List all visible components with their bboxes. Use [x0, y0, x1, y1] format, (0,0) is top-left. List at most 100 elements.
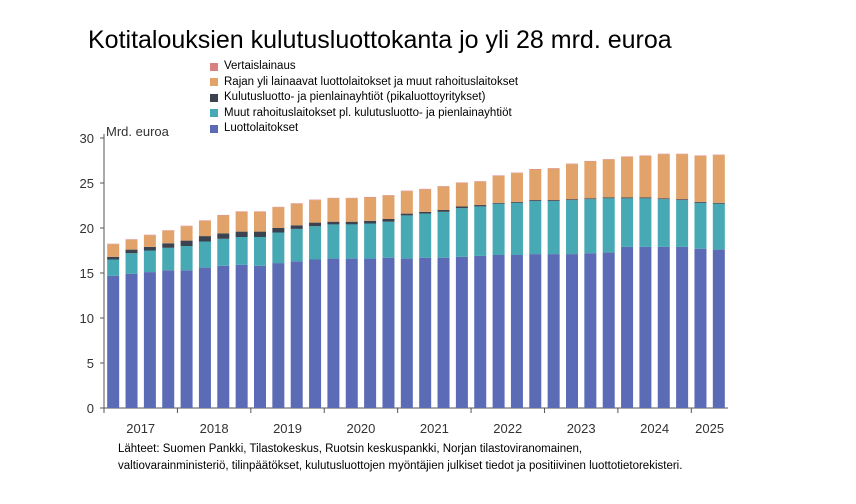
bar-segment-4: [217, 215, 230, 234]
bar-segment-1: [382, 257, 395, 408]
bar-segment-1: [602, 252, 615, 408]
bar-segment-3: [345, 221, 358, 225]
bar-segment-2: [639, 198, 652, 247]
bar-segment-2: [125, 253, 138, 274]
bar-segment-3: [584, 198, 597, 200]
bar-segment-1: [125, 273, 138, 408]
bar-segment-1: [510, 255, 523, 408]
bar-segment-4: [437, 186, 450, 210]
bar-segment-3: [676, 199, 689, 201]
bar-segment-2: [272, 232, 285, 264]
bar-segment-1: [455, 256, 468, 408]
legend-swatch: [210, 78, 218, 87]
bar-segment-4: [492, 175, 505, 203]
bar-segment-1: [180, 270, 193, 408]
bar-segment-1: [345, 258, 358, 408]
bar-segment-3: [529, 200, 542, 201]
bar-segment-3: [107, 256, 120, 260]
bar-segment-2: [566, 200, 578, 255]
bar-segment-4: [676, 154, 689, 200]
legend-item: Rajan yli lainaavat luottolaitokset ja m…: [210, 75, 518, 91]
legend-label: Rajan yli lainaavat luottolaitokset ja m…: [224, 75, 519, 88]
bar-segment-3: [547, 200, 560, 201]
bar-segment-4: [235, 211, 248, 232]
legend-label: Vertaislainaus: [224, 60, 296, 73]
bar-segment-1: [327, 258, 340, 408]
bar-segment-2: [621, 198, 634, 247]
chart-title: Kotitalouksien kulutusluottokanta jo yli…: [88, 26, 672, 54]
bar-segment-2: [455, 208, 468, 257]
bar-segment-4: [364, 197, 377, 221]
legend-label: Luottolaitokset: [224, 122, 299, 135]
bar-segment-4: [529, 169, 542, 201]
bar-segment-1: [309, 259, 322, 408]
bar-segment-4: [143, 235, 156, 247]
bar-segment-3: [400, 213, 413, 216]
x-tick-label: 2021: [420, 421, 449, 436]
legend-item: Muut rahoituslaitokset pl. kulutusluotto…: [210, 106, 518, 122]
bar-segment-3: [657, 198, 670, 200]
bar-segment-4: [694, 156, 707, 202]
chart-legend: Vertaislainaus Rajan yli lainaavat luotto…: [210, 59, 518, 137]
bar-segment-1: [437, 257, 450, 408]
bar-segment-3: [382, 219, 395, 222]
source-line-1: Lähteet: Suomen Pankki, Tilastokeskus, R…: [118, 443, 583, 455]
bar-segment-4: [345, 198, 358, 222]
bar-segment-2: [143, 250, 156, 273]
bar-segment-1: [657, 246, 670, 408]
bar-segment-3: [437, 210, 450, 212]
bar-segment-4: [419, 189, 432, 212]
x-tick-label: 2017: [126, 421, 155, 436]
bar-segment-4: [400, 191, 413, 214]
bar-segment-2: [364, 223, 377, 259]
bar-segment-4: [584, 161, 597, 199]
bar-segment-2: [254, 237, 266, 266]
bar-segment-2: [400, 215, 413, 259]
bar-segment-3: [272, 228, 285, 233]
bar-segment-2: [547, 201, 560, 255]
bar-segment-4: [657, 154, 670, 199]
x-tick-label: 2018: [200, 421, 229, 436]
bar-segment-1: [419, 257, 432, 408]
bar-segment-3: [602, 197, 615, 199]
bar-segment-2: [180, 246, 193, 271]
legend-label: Muut rahoituslaitokset pl. kulutusluotto…: [224, 106, 512, 119]
bar-segment-1: [621, 246, 634, 408]
bar-segment-1: [474, 255, 487, 408]
bar-segment-3: [143, 246, 156, 251]
bar-segment-3: [125, 249, 138, 254]
bar-segment-3: [180, 240, 193, 246]
bar-segment-2: [529, 201, 542, 255]
bar-segment-4: [162, 230, 175, 244]
source-note: Lähteet: Suomen Pankki, Tilastokeskus, R…: [118, 441, 682, 475]
bar-segment-1: [712, 249, 725, 408]
bar-segment-2: [162, 247, 175, 271]
y-tick-label: 20: [80, 221, 94, 236]
bar-segment-2: [345, 224, 358, 259]
bar-segment-1: [364, 258, 377, 408]
bar-segment-3: [217, 233, 230, 239]
x-tick-label: 2020: [346, 421, 375, 436]
bar-segment-2: [217, 238, 230, 266]
y-tick-label: 25: [80, 176, 94, 191]
bar-segment-1: [162, 270, 175, 408]
legend-item: Kulutusluotto- ja pienlainayhtiöt (pikal…: [210, 90, 518, 106]
bar-segment-4: [474, 181, 487, 206]
bar-segment-1: [676, 246, 689, 408]
y-tick-label: 5: [87, 356, 94, 371]
bar-segment-3: [327, 221, 340, 225]
bar-segment-3: [419, 211, 432, 214]
bar-segment-1: [694, 248, 707, 408]
bar-segment-3: [198, 236, 211, 242]
bar-segment-2: [657, 199, 670, 247]
bar-segment-2: [474, 206, 487, 256]
bar-segment-2: [712, 203, 725, 250]
bar-segment-4: [455, 183, 468, 207]
bar-segment-4: [602, 159, 615, 198]
bar-segment-4: [272, 207, 285, 228]
bar-segment-2: [437, 211, 450, 258]
x-tick-label: 2019: [273, 421, 302, 436]
legend-item: Vertaislainaus: [210, 59, 518, 75]
bar-segment-3: [309, 222, 322, 227]
bar-segment-2: [419, 213, 432, 258]
